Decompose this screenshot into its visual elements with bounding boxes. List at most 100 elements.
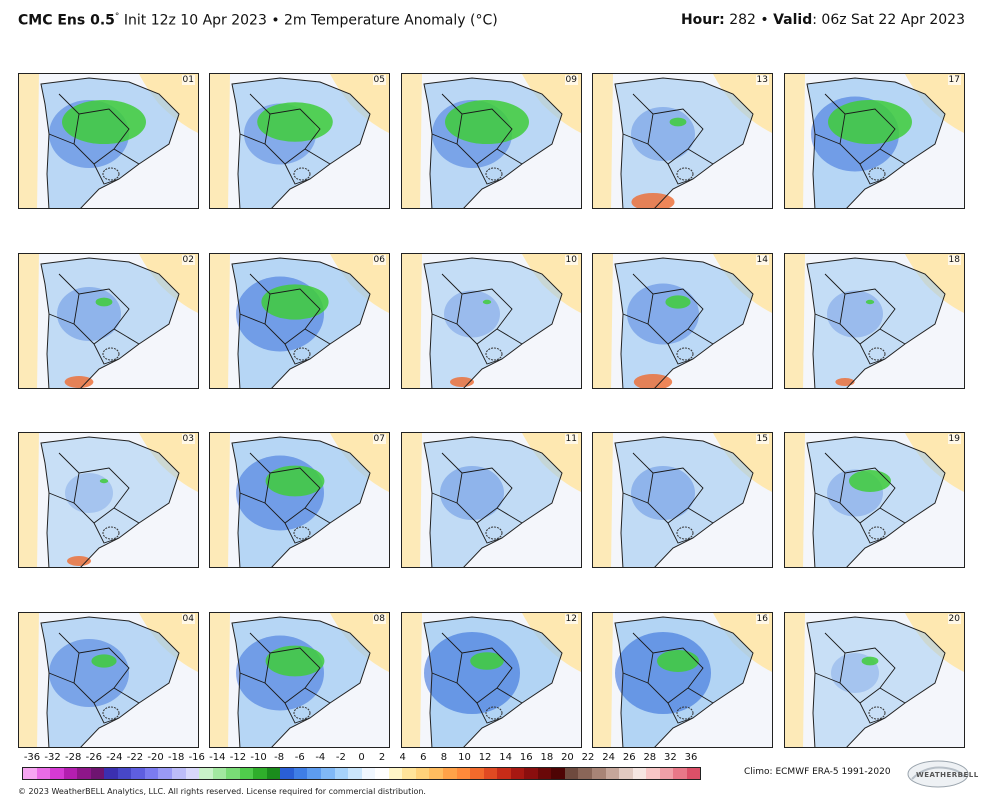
colorbar-swatch — [470, 768, 484, 779]
init-text: Init 12z 10 Apr 2023 • 2m Temperature An… — [119, 12, 498, 29]
colorbar-swatch — [77, 768, 91, 779]
colorbar-swatch — [375, 768, 389, 779]
member-number: 20 — [947, 614, 961, 624]
colorbar-swatch — [293, 768, 308, 779]
colorbar-tick-label: -6 — [294, 752, 305, 763]
ensemble-member-panel: 05 — [209, 73, 390, 209]
colorbar-swatch — [239, 768, 254, 779]
colorbar-swatch — [131, 768, 145, 779]
valid-label: Valid — [773, 12, 813, 28]
ensemble-member-panel: 11 — [401, 432, 582, 568]
colorbar-tick-label: -4 — [315, 752, 326, 763]
colorbar — [22, 767, 701, 780]
member-number: 08 — [372, 614, 386, 624]
member-number: 15 — [755, 434, 769, 444]
colorbar-swatch — [50, 768, 64, 779]
colorbar-tick-label: 2 — [378, 752, 386, 763]
valid-value: : 06z Sat 22 Apr 2023 — [812, 12, 965, 28]
colorbar-swatch — [90, 768, 105, 779]
colorbar-swatch — [429, 768, 443, 779]
ensemble-member-panel: 01 — [18, 73, 199, 209]
member-number: 16 — [755, 614, 769, 624]
member-number: 13 — [755, 75, 769, 85]
ensemble-member-panel: 18 — [784, 253, 965, 389]
colorbar-swatch — [36, 768, 51, 779]
colorbar-tick-label: 24 — [602, 752, 615, 763]
colorbar-swatch — [63, 768, 78, 779]
anomaly-map — [593, 613, 772, 747]
colorbar-tick-label: -22 — [126, 752, 144, 763]
colorbar-tick-label: -2 — [335, 752, 346, 763]
weatherbell-logo — [907, 760, 969, 788]
member-number: 10 — [564, 255, 578, 265]
colorbar-tick-label: 12 — [478, 752, 492, 763]
colorbar-tick-label: 18 — [540, 752, 554, 763]
colorbar-swatch — [686, 768, 701, 779]
member-number: 05 — [372, 75, 386, 85]
colorbar-tick-label: -24 — [106, 752, 123, 763]
anomaly-map — [210, 74, 389, 208]
colorbar-swatch — [632, 768, 647, 779]
ensemble-member-panel: 15 — [592, 432, 773, 568]
colorbar-swatch — [212, 768, 227, 779]
ensemble-member-panel: 06 — [209, 253, 390, 389]
anomaly-map — [785, 613, 964, 747]
anomaly-map — [210, 613, 389, 747]
anomaly-map — [402, 74, 581, 208]
colorbar-tick-label: -26 — [85, 752, 102, 763]
climo-note: Climo: ECMWF ERA-5 1991-2020 — [744, 767, 891, 777]
colorbar-tick-label: -16 — [188, 752, 205, 763]
anomaly-map — [593, 433, 772, 567]
colorbar-swatch — [388, 768, 403, 779]
member-number: 09 — [564, 75, 578, 85]
member-number: 18 — [947, 255, 961, 265]
member-number: 11 — [564, 434, 578, 444]
colorbar-swatch — [415, 768, 430, 779]
member-number: 02 — [181, 255, 195, 265]
colorbar-tick-label: 32 — [664, 752, 677, 763]
colorbar-swatch — [537, 768, 552, 779]
colorbar-swatch — [497, 768, 511, 779]
ensemble-member-panel: 14 — [592, 253, 773, 389]
colorbar-tick-label: -8 — [274, 752, 285, 763]
ensemble-member-panel: 17 — [784, 73, 965, 209]
colorbar-swatch — [442, 768, 457, 779]
colorbar-tick-label: 6 — [420, 752, 427, 763]
anomaly-map — [19, 613, 198, 747]
colorbar-swatch — [199, 768, 213, 779]
ensemble-member-panel: 08 — [209, 612, 390, 748]
colorbar-swatch — [619, 768, 633, 779]
colorbar-swatch — [266, 768, 281, 779]
colorbar-tick-label: 14 — [499, 752, 513, 763]
colorbar-swatch — [456, 768, 471, 779]
colorbar-tick-label: -36 — [23, 752, 41, 763]
ensemble-member-panel: 03 — [18, 432, 199, 568]
anomaly-map — [210, 433, 389, 567]
member-number: 03 — [181, 434, 195, 444]
colorbar-swatch — [23, 768, 37, 779]
colorbar-swatch — [226, 768, 240, 779]
colorbar-swatch — [253, 768, 267, 779]
colorbar-swatch — [280, 768, 294, 779]
hour-value: 282 • — [724, 12, 774, 28]
colorbar-swatch — [307, 768, 322, 779]
colorbar-tick-label: -28 — [65, 752, 82, 763]
ensemble-member-panel: 04 — [18, 612, 199, 748]
degree-sign: ° — [114, 12, 120, 22]
anomaly-map — [402, 613, 581, 747]
colorbar-swatch — [334, 768, 349, 779]
colorbar-swatch — [578, 768, 592, 779]
valid-time: Hour: 282 • Valid: 06z Sat 22 Apr 2023 — [681, 12, 965, 28]
colorbar-tick-label: 8 — [440, 752, 448, 763]
anomaly-map — [593, 254, 772, 388]
colorbar-swatch — [659, 768, 674, 779]
anomaly-map — [19, 254, 198, 388]
colorbar-swatch — [348, 768, 362, 779]
colorbar-swatch — [551, 768, 565, 779]
ensemble-member-panel: 12 — [401, 612, 582, 748]
member-number: 17 — [947, 75, 961, 85]
colorbar-tick-label: 22 — [581, 752, 595, 763]
anomaly-map — [19, 433, 198, 567]
anomaly-map — [785, 433, 964, 567]
ensemble-member-panel: 13 — [592, 73, 773, 209]
